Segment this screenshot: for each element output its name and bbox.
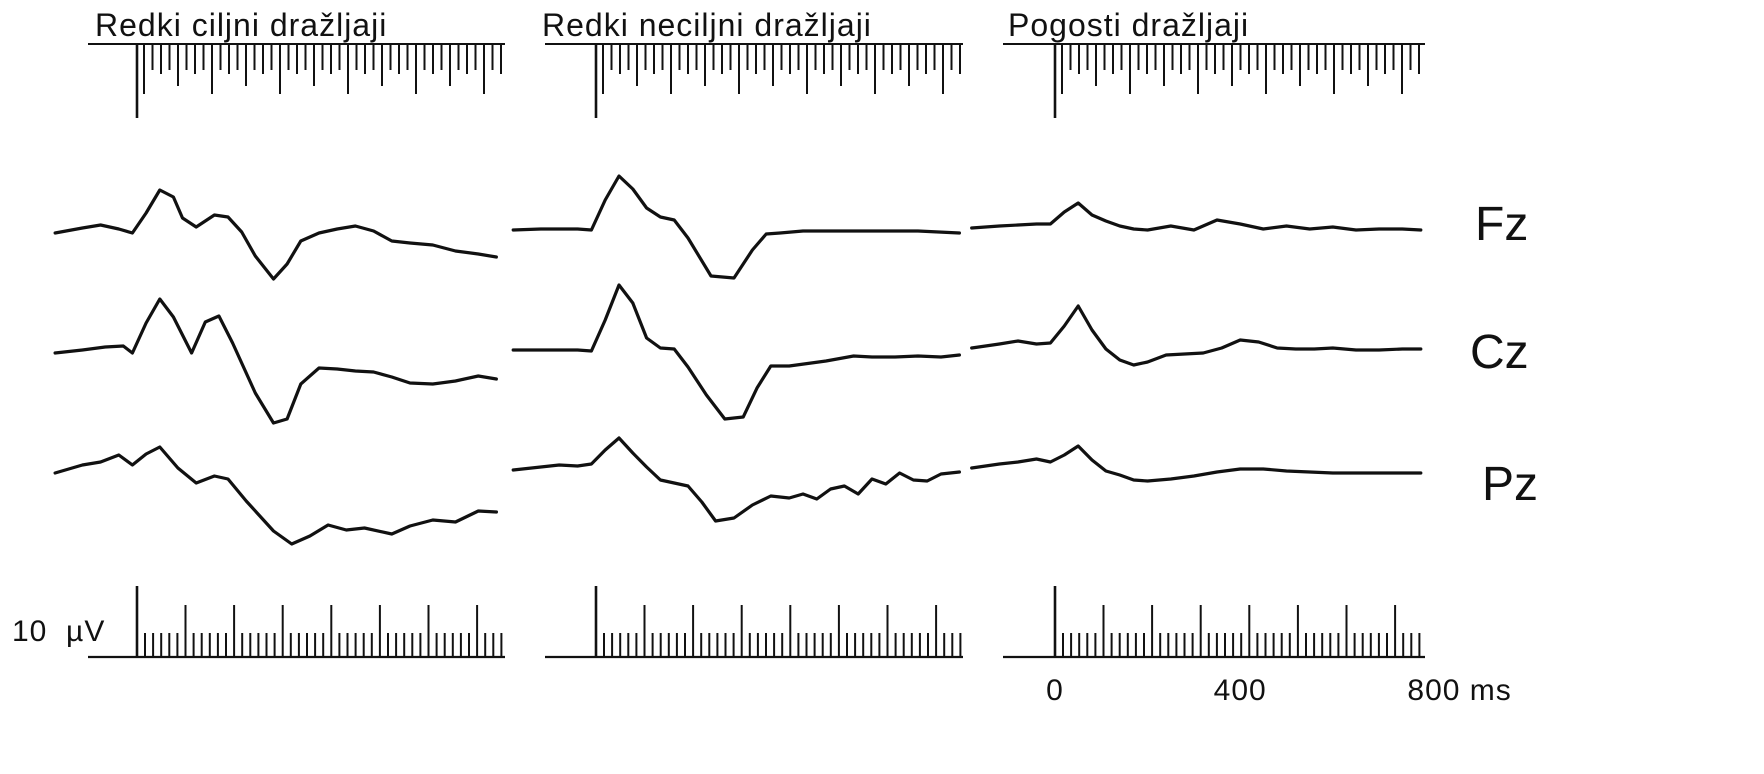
panel-title: Pogosti dražljaji [1008, 7, 1249, 43]
waveform-pz [970, 444, 1423, 483]
row-label-pz: Pz [1482, 458, 1538, 511]
bottom-scale-track [545, 586, 963, 659]
panel-1: Redki ciljni dražljaji [53, 7, 505, 659]
top-marker-track [545, 43, 963, 118]
time-tick-label: 800 ms [1407, 674, 1511, 707]
waveform-fz [970, 201, 1423, 232]
row-label-fz: Fz [1475, 198, 1528, 251]
bottom-scale-track [1003, 586, 1425, 659]
waveform-fz [511, 174, 962, 280]
bottom-scale-track [88, 586, 505, 659]
time-tick-label: 0 [1046, 674, 1064, 707]
panels-layer: Redki ciljni dražljaji Redki neciljni dra… [53, 7, 1425, 659]
row-label-cz: Cz [1470, 326, 1529, 379]
row-labels-layer: Fz Cz Pz [1470, 198, 1538, 511]
panel-2: Redki neciljni dražljaji [511, 7, 963, 659]
scale-layer: 10 µV 0 400 800 ms [12, 615, 1511, 707]
amplitude-scale-label: 10 µV [12, 615, 105, 648]
waveform-fz [53, 188, 498, 281]
top-marker-track [88, 43, 505, 118]
time-tick-label: 400 [1214, 674, 1267, 707]
waveform-cz [511, 283, 962, 421]
waveform-pz [511, 436, 962, 523]
waveform-cz [53, 297, 498, 425]
waveform-cz [970, 304, 1423, 367]
panel-title: Redki ciljni dražljaji [95, 7, 387, 43]
panel-3: Pogosti dražljaji [970, 7, 1425, 659]
panel-title: Redki neciljni dražljaji [542, 7, 872, 43]
waveform-pz [53, 445, 498, 546]
top-marker-track [1003, 43, 1425, 118]
